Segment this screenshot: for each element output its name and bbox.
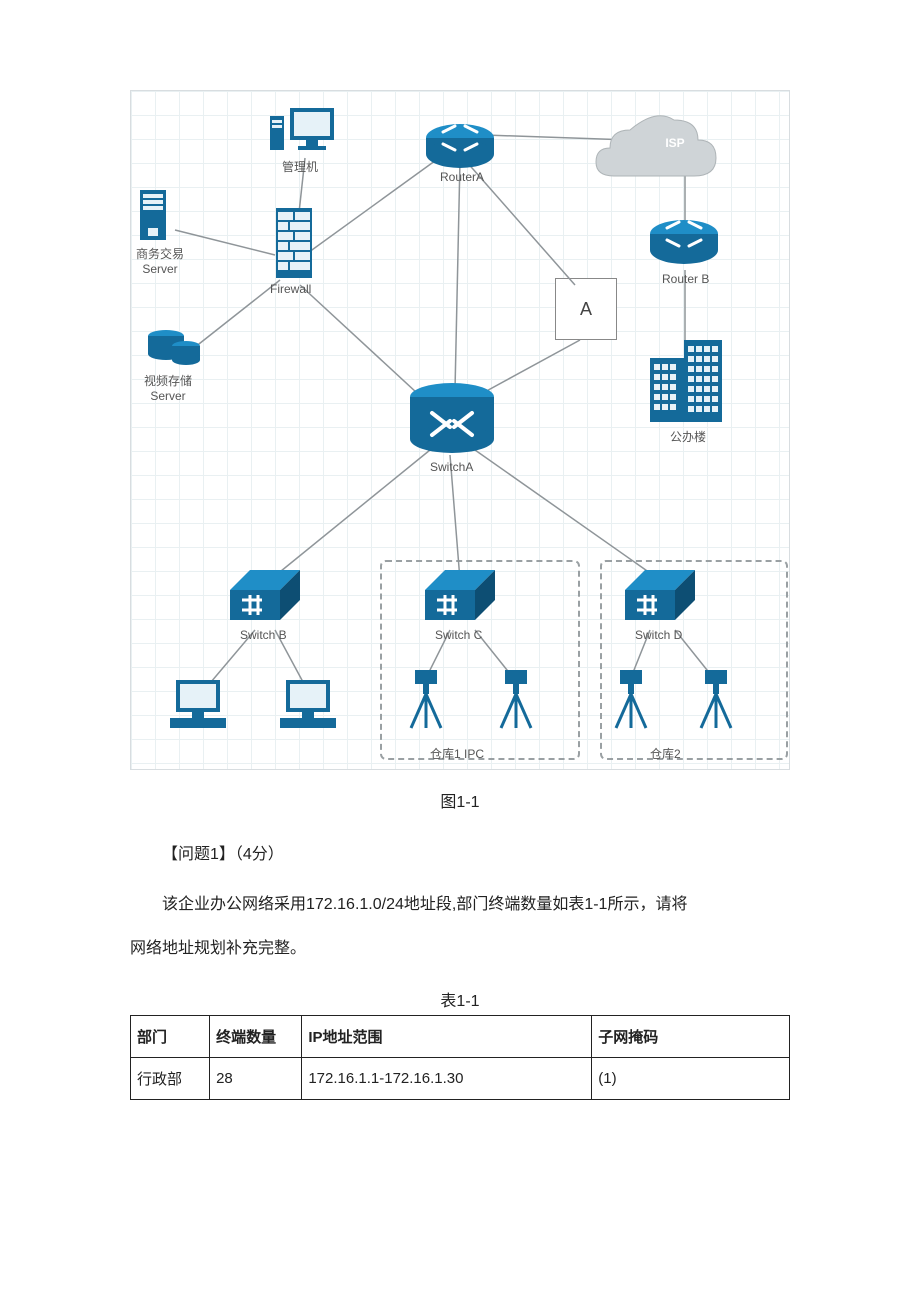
pc1-icon — [170, 680, 226, 728]
cell-dept: 行政部 — [131, 1057, 210, 1099]
cell-mask: (1) — [592, 1057, 790, 1099]
label-router-a: RouterA — [440, 170, 484, 184]
isp-cloud-icon: ISP — [596, 116, 716, 176]
switch-a-icon — [410, 383, 494, 453]
biz-server-icon — [140, 190, 166, 240]
ipc2-icon — [501, 670, 531, 728]
label-switch-d: Switch D — [635, 628, 682, 642]
cell-count: 28 — [210, 1057, 302, 1099]
label-firewall: Firewall — [270, 282, 311, 296]
label-biz-server: 商务交易 Server — [130, 245, 190, 276]
router-a-icon — [426, 124, 494, 168]
table-caption: 表1-1 — [130, 987, 790, 1011]
subnet-table: 部门 终端数量 IP地址范围 子网掩码 行政部 28 172.16.1.1-17… — [130, 1015, 790, 1100]
network-diagram: A — [130, 90, 790, 770]
switch-d-icon — [625, 570, 695, 620]
label-switch-c: Switch C — [435, 628, 482, 642]
mgmt-pc-icon — [270, 108, 334, 150]
label-switch-a: SwitchA — [430, 460, 473, 474]
svg-text:ISP: ISP — [665, 136, 684, 150]
ipc4-icon — [701, 670, 731, 728]
label-switch-b: Switch B — [240, 628, 287, 642]
table-header-row: 部门 终端数量 IP地址范围 子网掩码 — [131, 1015, 790, 1057]
col-count: 终端数量 — [210, 1015, 302, 1057]
col-dept: 部门 — [131, 1015, 210, 1057]
switch-b-icon — [230, 570, 300, 620]
router-b-icon — [650, 220, 718, 264]
label-video-server: 视频存储 Server — [138, 372, 198, 403]
label-warehouse1: 仓库1 IPC — [430, 745, 484, 762]
col-mask: 子网掩码 — [592, 1015, 790, 1057]
cell-iprange: 172.16.1.1-172.16.1.30 — [302, 1057, 592, 1099]
office-building-icon — [650, 340, 722, 422]
video-server-icon — [148, 330, 200, 365]
label-router-b: Router B — [662, 272, 709, 286]
firewall-icon — [276, 208, 312, 278]
switch-c-icon — [425, 570, 495, 620]
ipc1-icon — [411, 670, 441, 728]
table-row: 行政部 28 172.16.1.1-172.16.1.30 (1) — [131, 1057, 790, 1099]
label-warehouse2: 仓库2 — [650, 745, 681, 762]
question1-heading: 【问题1】（4分） — [130, 840, 790, 864]
label-office: 公办楼 — [670, 428, 706, 445]
col-iprange: IP地址范围 — [302, 1015, 592, 1057]
label-mgmt: 管理机 — [282, 158, 318, 175]
question1-para1: 该企业办公网络采用172.16.1.0/24地址段,部门终端数量如表1-1所示，… — [130, 886, 790, 924]
pc2-icon — [280, 680, 336, 728]
question1-para2: 网络地址规划补充完整。 — [130, 930, 790, 968]
ipc3-icon — [616, 670, 646, 728]
figure-caption: 图1-1 — [130, 788, 790, 812]
